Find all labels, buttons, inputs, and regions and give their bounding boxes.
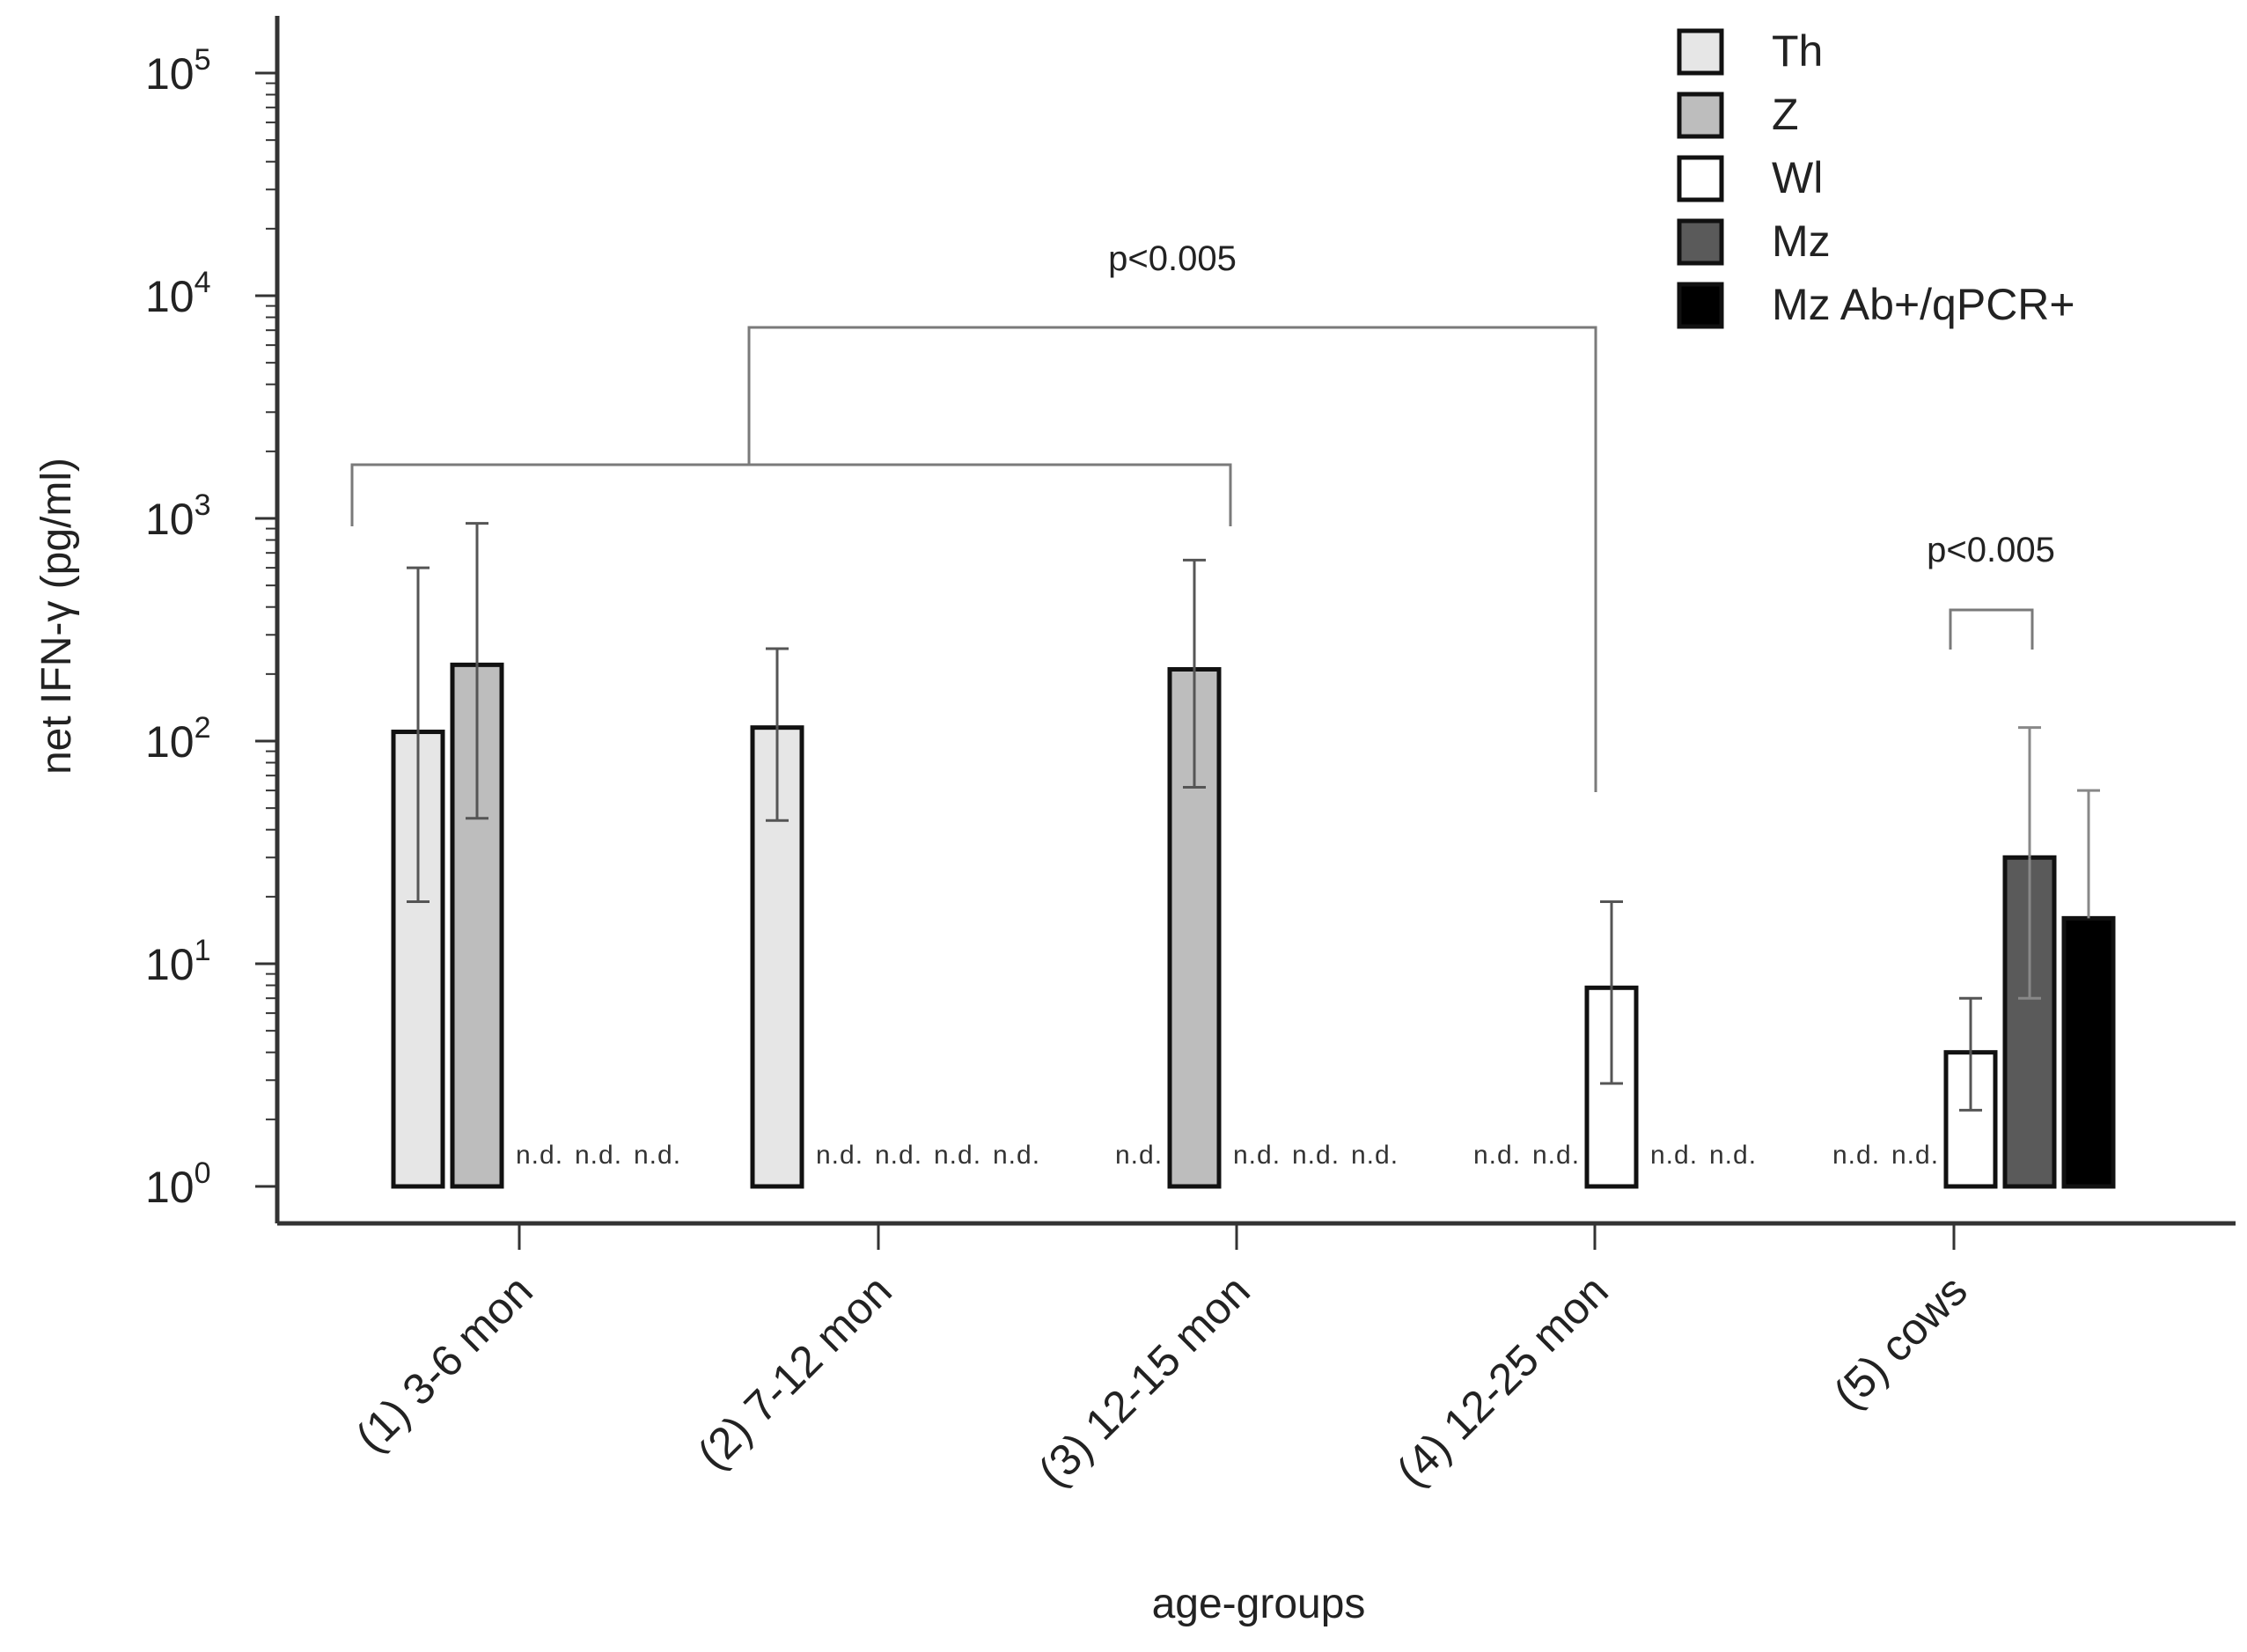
not-detected-labels: n.d. n.d. n.d. n.d. n.d. n.d. n.d. n.d. n.d. n.d.… bbox=[516, 1141, 1939, 1170]
not-detected-label: n.d. bbox=[1650, 1141, 1698, 1170]
legend-label: Wl bbox=[1772, 153, 1823, 202]
x-tick-label: (4) 12-25 mon bbox=[1387, 1266, 1618, 1496]
y-tick-label: 100 bbox=[145, 1156, 211, 1212]
legend-swatch bbox=[1677, 218, 1724, 266]
x-tick-labels: (1) 3-6 mon (2) 7-12 mon (3) 12-15 mon (4) … bbox=[346, 1266, 1976, 1496]
y-tick-label: 103 bbox=[145, 488, 211, 544]
not-detected-label: n.d. bbox=[1891, 1141, 1939, 1170]
bar-group bbox=[1943, 996, 1998, 1189]
x-tick-label: (2) 7-12 mon bbox=[688, 1266, 901, 1479]
bracket-groups-1-3 bbox=[350, 463, 1232, 526]
legend-item: Th bbox=[1677, 26, 1823, 76]
not-detected-label: n.d. bbox=[993, 1141, 1040, 1170]
bar-group bbox=[1167, 558, 1222, 1189]
not-detected-label: n.d. bbox=[1233, 1141, 1281, 1170]
not-detected-label: n.d. bbox=[1832, 1141, 1880, 1170]
bars-layer bbox=[391, 522, 2116, 1189]
p-value-label: p<0.005 bbox=[1927, 531, 2055, 569]
legend-label: Z bbox=[1772, 90, 1799, 139]
bar-group bbox=[1584, 899, 1639, 1189]
legend-swatch bbox=[1677, 28, 1724, 76]
bar bbox=[2061, 915, 2116, 1189]
legend-item: Mz bbox=[1677, 217, 1831, 266]
not-detected-label: n.d. bbox=[934, 1141, 981, 1170]
not-detected-label: n.d. bbox=[634, 1141, 681, 1170]
bar bbox=[750, 725, 804, 1189]
y-tick-label: 105 bbox=[145, 43, 211, 99]
not-detected-label: n.d. bbox=[516, 1141, 563, 1170]
bracket-vs-group-4 bbox=[747, 326, 1597, 792]
bracket-groups-vs-group4: p<0.005 bbox=[350, 239, 1597, 792]
x-axis-title: age-groups bbox=[1152, 1581, 1366, 1627]
legend: Th Z Wl Mz Mz Ab+/qPCR+ bbox=[1677, 26, 2075, 329]
bracket-cows-wl-vs-mz: p<0.005 bbox=[1927, 531, 2055, 650]
bar-group bbox=[2061, 789, 2116, 1189]
legend-label: Mz Ab+/qPCR+ bbox=[1772, 280, 2075, 329]
p-value-label: p<0.005 bbox=[1108, 239, 1237, 278]
y-tick-label: 101 bbox=[145, 934, 211, 989]
bar-group bbox=[750, 647, 804, 1189]
not-detected-label: n.d. bbox=[575, 1141, 622, 1170]
legend-swatch bbox=[1677, 282, 1724, 329]
y-axis-title: net IFN-γ (pg/ml) bbox=[33, 458, 80, 775]
legend-label: Mz bbox=[1772, 217, 1831, 266]
x-axis: (1) 3-6 mon (2) 7-12 mon (3) 12-15 mon (4) … bbox=[277, 1221, 2236, 1496]
legend-item: Wl bbox=[1677, 153, 1823, 202]
y-tick-marks bbox=[255, 71, 277, 1188]
not-detected-label: n.d. bbox=[1292, 1141, 1340, 1170]
y-tick-labels: 100 101 102 103 104 105 bbox=[145, 43, 211, 1212]
legend-item: Z bbox=[1677, 90, 1799, 139]
legend-swatch bbox=[1677, 92, 1724, 139]
not-detected-label: n.d. bbox=[1351, 1141, 1399, 1170]
legend-label: Th bbox=[1772, 26, 1823, 76]
legend-item: Mz Ab+/qPCR+ bbox=[1677, 280, 2075, 329]
x-tick-label: (3) 12-15 mon bbox=[1029, 1266, 1259, 1496]
bracket-wl-mz bbox=[1949, 608, 2034, 650]
y-axis: 100 101 102 103 104 105 bbox=[145, 16, 280, 1223]
x-tick-label: (1) 3-6 mon bbox=[346, 1266, 541, 1461]
not-detected-label: n.d. bbox=[1115, 1141, 1163, 1170]
significance-brackets: p<0.005 p<0.005 bbox=[350, 239, 2055, 792]
not-detected-label: n.d. bbox=[1532, 1141, 1580, 1170]
bar-group bbox=[391, 566, 445, 1189]
bar-group bbox=[450, 522, 504, 1189]
x-tick-label: (5) cows bbox=[1825, 1266, 1977, 1418]
not-detected-label: n.d. bbox=[1709, 1141, 1757, 1170]
y-tick-label: 102 bbox=[145, 711, 211, 767]
x-tick-marks bbox=[518, 1223, 1956, 1250]
y-tick-label: 104 bbox=[145, 266, 211, 321]
not-detected-label: n.d. bbox=[816, 1141, 863, 1170]
bar-group bbox=[2002, 726, 2057, 1189]
not-detected-label: n.d. bbox=[875, 1141, 922, 1170]
not-detected-label: n.d. bbox=[1473, 1141, 1521, 1170]
legend-swatch bbox=[1677, 155, 1724, 202]
